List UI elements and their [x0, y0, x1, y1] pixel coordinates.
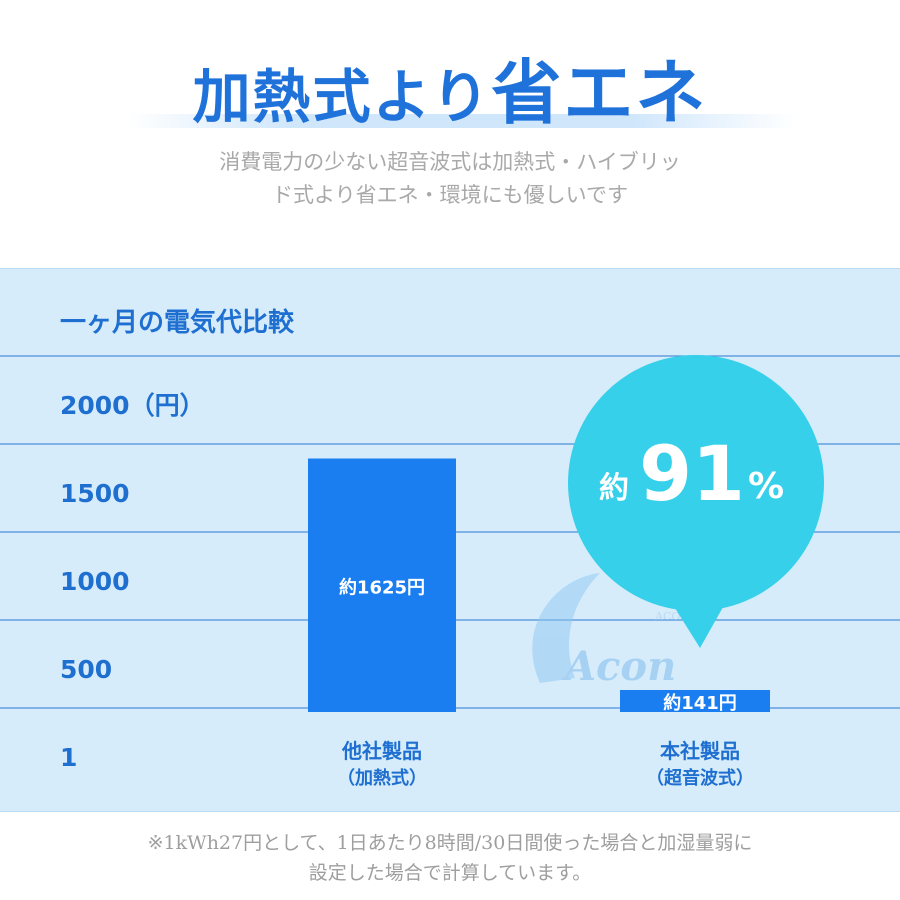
y-tick-label: 1000 [60, 567, 130, 596]
page-title: 加熱式より省エネ [0, 58, 900, 132]
watermark-brand: Acon [561, 643, 676, 690]
callout-bubble [568, 355, 824, 611]
callout-value: 91 [639, 429, 745, 518]
category-sublabel: （超音波式） [646, 767, 754, 789]
subtitle: 消費電力の少ない超音波式は加熱式・ハイブリッ ド式より省エネ・環境にも優しいです [150, 146, 750, 212]
title-part-2: 省エネ [491, 51, 708, 134]
watermark-wave-icon [532, 573, 600, 683]
bar-1 [308, 458, 456, 712]
title-underline [128, 114, 796, 128]
y-tick-label: 1 [60, 743, 77, 772]
title-block: 加熱式より省エネ [0, 48, 900, 148]
bar-data-label: 約1625円 [339, 576, 425, 598]
title-part-1: 加熱式より [192, 63, 492, 131]
footnote-line-2: 設定した場合で計算しています。 [308, 862, 592, 884]
y-tick-label: 2000（円） [60, 391, 205, 420]
footnote-line-1: ※1kWh27円として、1日あたり8時間/30日間使った場合と加湿量弱に [147, 832, 753, 854]
bar-data-label: 約141円 [663, 692, 737, 714]
category-label: 他社製品 [341, 739, 422, 763]
chart-title: 一ヶ月の電気代比較 [60, 308, 295, 338]
callout-prefix: 約 [599, 471, 629, 506]
subtitle-line-1: 消費電力の少ない超音波式は加熱式・ハイブリッ [219, 150, 681, 174]
y-tick-label: 500 [60, 655, 112, 684]
subtitle-line-2: ド式より省エネ・環境にも優しいです [272, 183, 628, 207]
category-label: 本社製品 [660, 739, 740, 763]
footnote: ※1kWh27円として、1日あたり8時間/30日間使った場合と加湿量弱に 設定し… [60, 828, 840, 888]
callout-unit: % [748, 466, 784, 507]
y-tick-label: 1500 [60, 479, 130, 508]
category-sublabel: （加熱式） [337, 767, 427, 789]
bar-2 [620, 690, 770, 712]
